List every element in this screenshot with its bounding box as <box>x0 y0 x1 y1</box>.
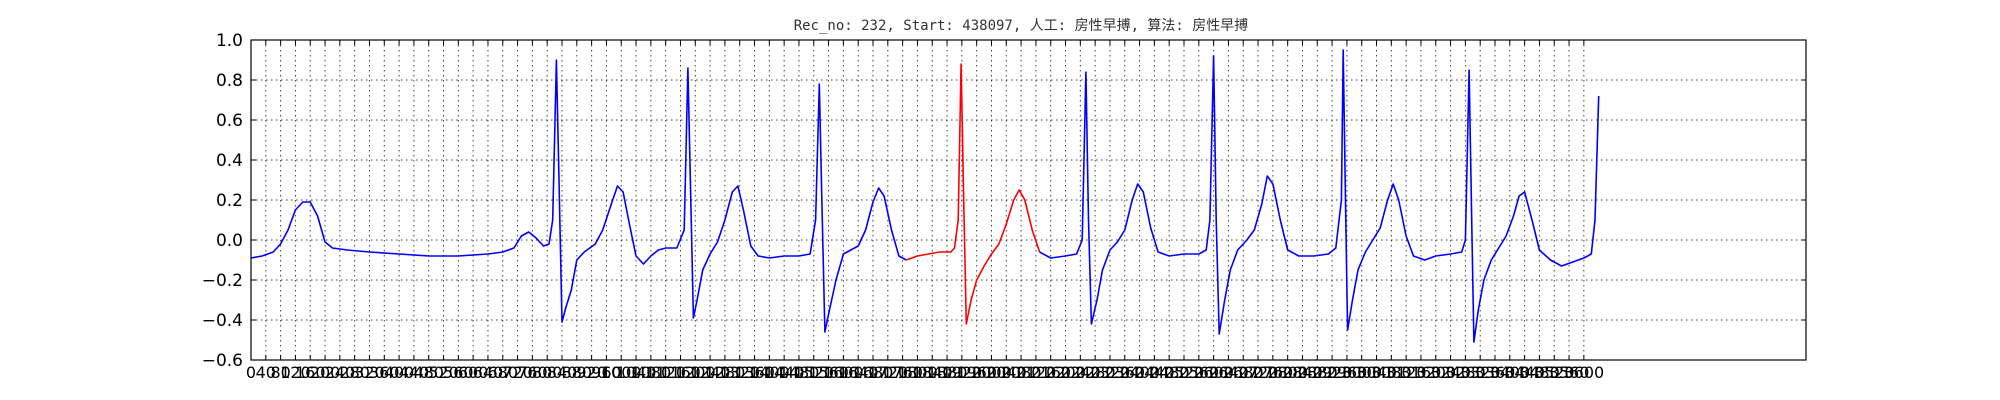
y-tick-label: −0.2 <box>202 271 243 291</box>
y-tick-label: 0.4 <box>216 151 243 171</box>
x-tick-label: 3600 <box>1563 363 1604 382</box>
y-tick-label: 0.0 <box>216 231 243 251</box>
ecg-series-line-0 <box>251 60 906 332</box>
x-tick-label: 0 <box>246 363 256 382</box>
ecg-series-line-1 <box>906 64 1039 324</box>
y-tick-label: 0.6 <box>216 111 243 131</box>
y-tick-label: −0.6 <box>202 351 243 371</box>
plot-frame <box>251 40 1806 360</box>
y-tick-label: 0.2 <box>216 191 243 211</box>
y-tick-label: 0.8 <box>216 71 243 91</box>
ecg-series-line-2 <box>1040 50 1599 342</box>
chart-title: Rec_no: 232, Start: 438097, 人工: 房性早搏, 算法… <box>794 17 1249 34</box>
y-tick-label: 1.0 <box>216 31 243 51</box>
ecg-series <box>251 50 1599 342</box>
grid-lines <box>251 40 1806 360</box>
y-tick-label: −0.4 <box>202 311 243 331</box>
